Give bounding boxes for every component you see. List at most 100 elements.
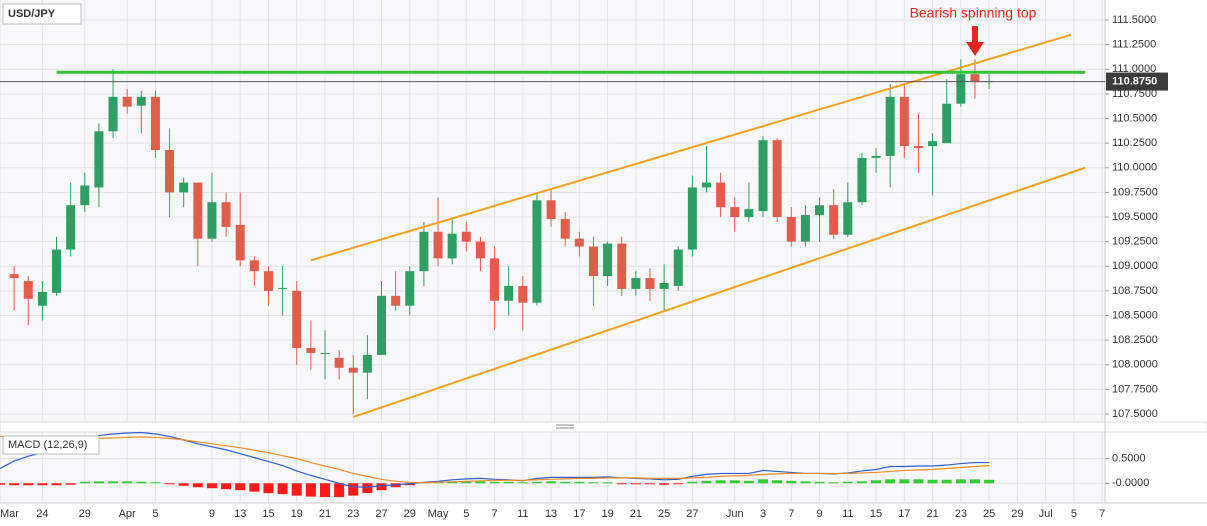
y-tick-label: 110.0000	[1112, 162, 1157, 174]
candle-body	[758, 140, 768, 212]
histogram-bar	[856, 481, 867, 484]
x-tick-label: 21	[630, 508, 642, 520]
histogram-bar	[277, 483, 288, 495]
macd-plot-bg	[0, 432, 1105, 503]
candle-body	[108, 96, 118, 132]
y-tick-label: 108.7500	[1112, 285, 1158, 297]
x-tick-label: Jul	[1039, 508, 1053, 520]
candle-body	[730, 207, 740, 218]
x-tick-label: 25	[983, 508, 995, 520]
histogram-bar	[461, 481, 472, 484]
macd-line	[0, 435, 990, 484]
x-tick-label: May	[428, 508, 449, 520]
histogram-bar	[93, 481, 104, 484]
candle-body	[362, 354, 372, 373]
x-tick-label: 25	[658, 508, 670, 520]
histogram-bar	[743, 480, 754, 484]
histogram-bar	[51, 483, 62, 486]
candle-body	[433, 231, 443, 259]
candle-body	[913, 146, 923, 149]
histogram-bar	[348, 483, 359, 496]
x-tick-label: Jun	[726, 508, 744, 520]
candle-body	[122, 96, 132, 107]
histogram-bar	[305, 483, 316, 497]
candle-body	[263, 271, 273, 291]
x-tick-label: 27	[686, 508, 698, 520]
candle-body	[207, 202, 217, 239]
histogram-bar	[263, 483, 274, 494]
candle-body	[928, 141, 938, 147]
y-tick-label: 109.7500	[1112, 186, 1158, 198]
histogram-bar	[531, 481, 542, 484]
histogram-bar	[503, 481, 514, 484]
candle-body	[334, 357, 344, 368]
x-tick-label: 29	[79, 508, 91, 520]
histogram-bar	[178, 483, 189, 486]
x-tick-label: 13	[545, 508, 557, 520]
histogram-bar	[192, 483, 203, 488]
y-tick-label: 0.5000	[1112, 453, 1146, 465]
histogram-bar	[291, 483, 302, 496]
histogram-bar	[560, 481, 571, 484]
histogram-bar	[729, 480, 740, 484]
histogram-bar	[913, 479, 924, 484]
y-tick-label: 107.5000	[1112, 408, 1158, 420]
histogram-bar	[206, 483, 217, 489]
candle-body	[518, 285, 528, 303]
candle-body	[546, 200, 556, 219]
grid-layer	[0, 0, 1109, 503]
y-tick-label: -0.0000	[1112, 477, 1149, 489]
histogram-bar	[249, 483, 260, 492]
candle-body	[94, 131, 104, 188]
y-tick-label: 111.2500	[1112, 39, 1156, 51]
histogram-bar	[800, 481, 811, 484]
trend-line	[352, 166, 1086, 418]
candle-body	[970, 74, 980, 83]
last-price-box	[1106, 72, 1168, 91]
candle-body	[23, 281, 33, 299]
x-tick-label: 13	[234, 508, 246, 520]
histogram-bar	[362, 483, 373, 494]
x-tick-label: Mar	[0, 508, 19, 520]
histogram-bar	[65, 483, 76, 485]
annotation: Bearish spinning top	[910, 5, 1037, 21]
x-tick-label: 9	[816, 508, 822, 520]
x-tick-label: 19	[291, 508, 303, 520]
histogram-bar	[927, 479, 938, 484]
candle-body	[871, 155, 881, 158]
x-tick-label: 5	[463, 508, 469, 520]
histogram-bar	[108, 481, 119, 484]
y-tick-label: 108.2500	[1112, 334, 1158, 346]
x-tick-label: 7	[491, 508, 497, 520]
histogram-bar	[164, 483, 175, 485]
candle-body	[278, 287, 288, 289]
candle-body	[37, 291, 47, 306]
histogram-bar	[955, 479, 966, 484]
candle-body	[815, 205, 825, 216]
histogram-bar	[828, 482, 839, 484]
y-tick-label: 109.0000	[1112, 260, 1158, 272]
x-tick-label: 5	[152, 508, 158, 520]
y-tick-label: 111.0000	[1112, 63, 1156, 75]
x-tick-label: 21	[926, 508, 938, 520]
histogram-bar	[37, 483, 48, 486]
candle-body	[942, 103, 952, 144]
candle-body	[490, 258, 500, 301]
x-tick-label: 17	[573, 508, 585, 520]
candle-body	[504, 285, 514, 301]
last-price-label: 110.8750	[1112, 75, 1157, 87]
candle-body	[800, 215, 810, 242]
y-tick-label: 111.5000	[1112, 14, 1156, 26]
symbol-title: USD/JPY	[8, 8, 56, 20]
candle-body	[249, 260, 259, 272]
histogram-bar	[786, 480, 797, 484]
candle-body	[631, 278, 641, 289]
candle-body	[857, 157, 867, 203]
histogram-bar	[588, 482, 599, 484]
x-tick-label: Apr	[119, 508, 136, 520]
x-tick-label: 23	[955, 508, 967, 520]
x-tick-label: 7	[788, 508, 794, 520]
symbol-box	[2, 3, 82, 25]
histogram-bar	[489, 481, 500, 484]
candle-body	[66, 205, 76, 250]
